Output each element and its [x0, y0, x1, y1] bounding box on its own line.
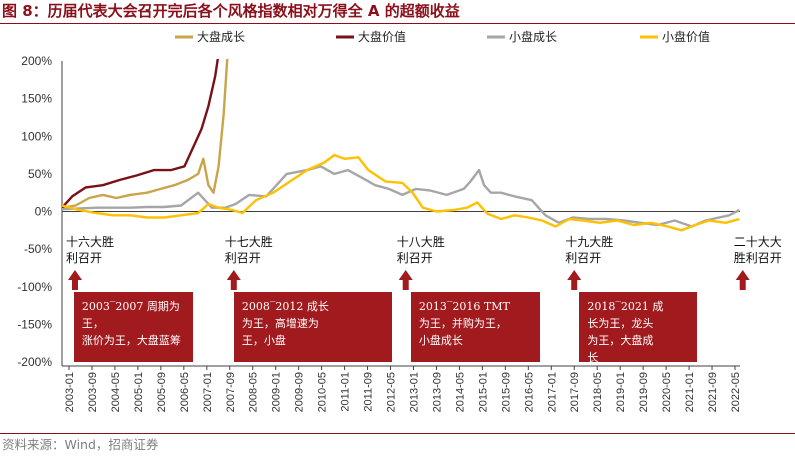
congress-label: 十八大胜	[397, 234, 445, 249]
chart: -200% -150% -100% -50% 0% 50% 100% 150% 200% 2003…	[17, 29, 782, 412]
y-tick-label: 100%	[21, 129, 52, 143]
series-line	[62, 59, 219, 209]
source-note: 资料来源：Wind，招商证券	[0, 433, 795, 456]
x-tick-label: 2022-05	[730, 372, 742, 412]
x-tick-label: 2011-01	[340, 372, 352, 412]
congress-label: 十七大胜	[225, 234, 273, 249]
x-tick-label: 2009-09	[294, 372, 306, 412]
x-tick-label: 2021-01	[684, 372, 696, 412]
x-tick-label: 2014-05	[454, 372, 466, 412]
annotation-box: 2003‾2007 周期为王， 涨价为王，大盘蓝筹	[73, 292, 194, 362]
x-tick-label: 2019-01	[615, 372, 627, 412]
x-tick-label: 2005-09	[156, 372, 168, 412]
legend-label: 大盘价值	[358, 29, 406, 44]
up-arrow-icon	[398, 270, 413, 290]
x-tick-label: 2013-09	[431, 372, 443, 412]
up-arrow-icon	[68, 270, 82, 290]
y-tick-label: 200%	[21, 54, 52, 68]
annotation-box: 2013‾2016 TMT 为王，并购为王， 小盘成长	[410, 292, 541, 362]
y-tick-label: 0%	[35, 205, 53, 219]
series-line	[62, 165, 740, 228]
x-tick-label: 2003-01	[64, 372, 76, 412]
x-tick-label: 2021-09	[707, 372, 719, 412]
legend-label: 小盘价值	[662, 29, 710, 44]
congress-label: 利召开	[66, 251, 102, 265]
congress-label: 二十大大	[734, 235, 782, 249]
x-tick-label: 2019-09	[638, 372, 650, 412]
legend-label: 大盘成长	[197, 29, 245, 44]
x-tick-label: 2011-09	[363, 372, 375, 412]
x-tick-label: 2013-01	[408, 372, 420, 412]
series-line	[62, 153, 740, 232]
page-title: 图 8：历届代表大会召开完后各个风格指数相对万得全 A 的超额收益	[0, 0, 795, 24]
up-arrow-icon	[226, 270, 241, 290]
x-tick-label: 2007-09	[225, 372, 237, 412]
x-tick-label: 2006-05	[179, 372, 191, 412]
annotation-box: 2018‾2021 成 长为王，龙头 为王，大盘成 长	[579, 292, 697, 364]
x-tick-label: 2009-01	[271, 372, 283, 412]
series-lines	[62, 59, 740, 232]
x-tick-label: 2005-01	[133, 372, 145, 412]
x-tick-label: 2003-09	[87, 372, 99, 412]
congress-label: 利召开	[225, 251, 261, 265]
up-arrow-icon	[735, 270, 750, 290]
legend-label: 小盘成长	[509, 29, 557, 44]
y-tick-label: -100%	[17, 280, 52, 294]
x-tick-label: 2018-05	[592, 372, 604, 412]
axes: -200% -150% -100% -50% 0% 50% 100% 150% 200% 2003…	[17, 54, 742, 412]
x-tick-label: 2010-05	[317, 372, 329, 412]
legend: 大盘成长 大盘价值 小盘成长 小盘价值	[175, 29, 710, 44]
congress-label: 胜利召开	[734, 250, 782, 265]
x-tick-label: 2004-05	[110, 372, 122, 412]
y-tick-label: -150%	[17, 317, 52, 331]
x-tick-label: 2015-09	[500, 372, 512, 412]
x-tick-label: 2016-05	[523, 372, 535, 412]
y-tick-label: 150%	[21, 92, 52, 106]
x-tick-label: 2017-09	[569, 372, 581, 412]
congress-label: 利召开	[397, 251, 433, 265]
congress-label: 利召开	[565, 251, 601, 265]
y-tick-label: 50%	[28, 167, 52, 181]
series-line	[62, 59, 229, 209]
x-tick-label: 2017-01	[546, 372, 558, 412]
congress-label: 十六大胜	[66, 234, 114, 249]
up-arrow-icon	[567, 270, 582, 290]
x-tick-label: 2008-05	[248, 372, 260, 412]
x-tick-label: 2007-01	[202, 372, 214, 412]
x-tick-label: 2012-05	[386, 372, 398, 412]
y-tick-label: -50%	[24, 242, 52, 256]
y-tick-label: -200%	[17, 355, 52, 369]
x-tick-label: 2020-05	[661, 372, 673, 412]
x-tick-label: 2015-01	[477, 372, 489, 412]
congress-label: 十九大胜	[565, 234, 613, 249]
annotation-box: 2008‾2012 成长 为王，高增速为 王，小盘	[233, 292, 393, 362]
